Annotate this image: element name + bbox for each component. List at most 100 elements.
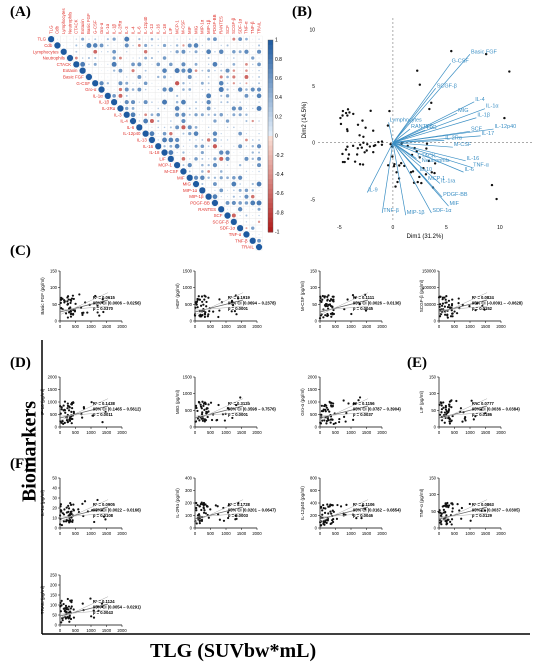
- scatter-point: [438, 509, 441, 512]
- biplot-point: [366, 143, 369, 146]
- scatter-point: [331, 509, 334, 512]
- heatmap-dot: [137, 74, 142, 79]
- heatmap-dot: [227, 171, 228, 172]
- heatmap-dot: [220, 101, 223, 104]
- scatter-point: [69, 503, 73, 506]
- scatter-point: [451, 414, 454, 418]
- scatter-point: [195, 506, 198, 510]
- scatter-point: [68, 311, 71, 314]
- heatmap-row-label: TNF-β: [235, 238, 248, 243]
- biplot-point: [369, 109, 372, 113]
- ci-lower-line: [59, 513, 109, 518]
- ci-lower-line: [438, 412, 488, 417]
- biplot-arrow: [392, 140, 445, 144]
- scatter-point: [447, 409, 450, 412]
- heatmap-dot: [101, 70, 102, 72]
- heatmap-dot: [252, 177, 254, 179]
- heatmap-dot: [251, 226, 255, 230]
- scatter-x-tick-label: 500: [72, 430, 80, 435]
- scatter-point: [461, 420, 464, 423]
- scatter-stat-text: 95% CI (0.0036 – 0.0384): [472, 407, 521, 412]
- heatmap-dot: [151, 63, 153, 65]
- scatter-point: [60, 406, 63, 409]
- heatmap-dot: [201, 88, 204, 91]
- heatmap-dot: [137, 87, 142, 92]
- scatter-point: [321, 513, 324, 516]
- heatmap-dot: [225, 119, 230, 123]
- heatmap-dot: [162, 131, 167, 136]
- heatmap-col-label: Neutrophils: [67, 11, 72, 34]
- heatmap-dot: [183, 76, 184, 78]
- scatter-point: [205, 300, 208, 304]
- heatmap-dot: [226, 126, 229, 129]
- ci-upper-line: [438, 292, 488, 315]
- heatmap-dot: [207, 88, 210, 91]
- heatmap-col-label: IL-4: [130, 26, 135, 34]
- scatter-point: [342, 415, 346, 418]
- colorbar-segment: [268, 64, 273, 70]
- scatter-point: [59, 605, 62, 608]
- scatter-stat-text: R² = 0.1438: [93, 401, 116, 406]
- heatmap-dot: [239, 57, 241, 59]
- heatmap-dot: [252, 107, 254, 110]
- heatmap-dot: [219, 113, 223, 117]
- scatter-point: [338, 420, 341, 424]
- scatter-point: [72, 313, 75, 316]
- heatmap-dot: [124, 43, 129, 48]
- colorbar-segment: [268, 217, 273, 223]
- scatter-y-label: Gro-α (pg/ml): [300, 388, 305, 416]
- heatmap-dot: [63, 45, 65, 46]
- heatmap-dot: [151, 76, 153, 78]
- scatter-point: [439, 303, 442, 306]
- heatmap-dot: [238, 144, 243, 149]
- biplot-point: [356, 147, 360, 150]
- heatmap-dot: [257, 207, 261, 211]
- scatter-y-label: MIG (pg/ml): [175, 389, 180, 414]
- heatmap-dot: [101, 63, 102, 65]
- biplot-point: [490, 183, 494, 187]
- heatmap-dot: [233, 126, 235, 129]
- heatmap-col-label: M-CSF: [181, 20, 186, 34]
- scatter-y-tick-label: 600: [310, 488, 318, 493]
- heatmap-dot: [157, 44, 159, 47]
- heatmap-dot: [227, 38, 228, 40]
- heatmap-dot: [181, 62, 186, 67]
- heatmap-dot: [239, 126, 241, 128]
- scatter-point: [329, 404, 333, 407]
- heatmap-dot: [57, 38, 58, 40]
- heatmap-dot: [101, 38, 102, 40]
- scatter-point: [69, 315, 73, 318]
- heatmap-dot: [252, 38, 254, 40]
- heatmap-dot: [206, 49, 212, 55]
- heatmap-dot: [164, 120, 165, 122]
- scatter-x-tick-label: 500: [332, 531, 340, 536]
- heatmap-dot: [138, 95, 140, 97]
- scatter-point: [442, 406, 445, 409]
- scatter-point: [69, 510, 72, 514]
- heatmap-dot: [129, 117, 137, 125]
- heatmap-dot: [161, 149, 168, 156]
- heatmap-dot: [195, 101, 198, 104]
- heatmap-dot: [252, 171, 254, 172]
- biplot-x-tick: 0: [392, 225, 395, 231]
- scatter-x-tick-label: 500: [451, 531, 459, 536]
- biplot-arrow-label: MIP-1β: [407, 210, 425, 216]
- heatmap-dot: [112, 37, 116, 41]
- scatter-x-tick-label: 0: [194, 324, 197, 329]
- heatmap-dot: [144, 56, 148, 60]
- heatmap-dot: [201, 63, 203, 65]
- scatter-point: [326, 299, 329, 302]
- biplot-arrow: [392, 142, 473, 168]
- biplot-arrow-label: IL-10: [420, 167, 433, 173]
- biplot-arrow-label: IL-12p40: [494, 124, 516, 130]
- heatmap-dot: [200, 175, 205, 180]
- scatter-point: [69, 310, 73, 313]
- heatmap-dot: [118, 81, 123, 86]
- heatmap-dot: [188, 50, 191, 53]
- heatmap-dot: [199, 187, 206, 194]
- scatter-stat-text: 95% CI (0.0026 – 0.0136): [353, 301, 402, 306]
- heatmap-dot: [169, 62, 173, 67]
- heatmap-col-label: TLG: [48, 25, 53, 34]
- heatmap-dot: [200, 150, 204, 155]
- scatter-point: [66, 421, 69, 424]
